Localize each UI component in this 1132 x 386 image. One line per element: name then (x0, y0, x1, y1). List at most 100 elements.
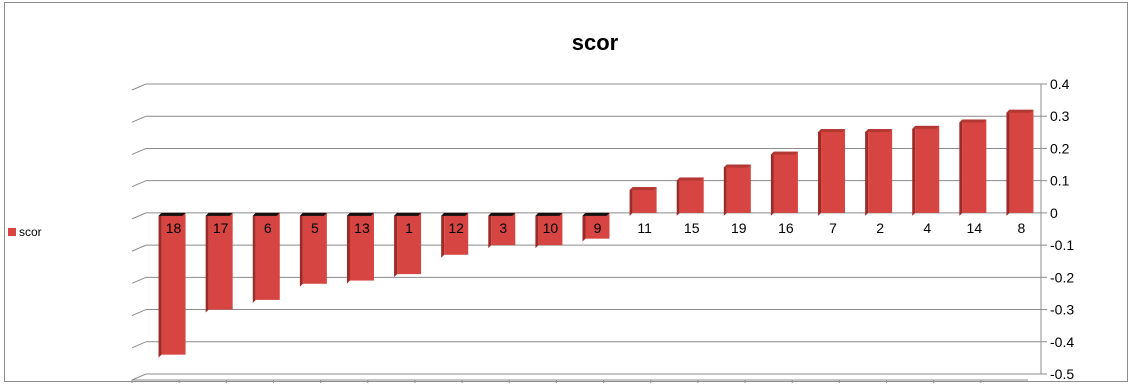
bar (959, 119, 987, 216)
bar (441, 212, 469, 258)
bar-side (959, 119, 963, 216)
bar-side (535, 212, 539, 249)
bar-side (676, 177, 680, 216)
bar-front (773, 151, 798, 213)
bar (346, 212, 374, 284)
bar (158, 212, 186, 358)
bar-front (349, 212, 374, 281)
x-category-label: 2 (876, 220, 884, 236)
x-category-label: 14 (967, 220, 983, 236)
bar-front (491, 212, 516, 246)
x-category-label: 19 (731, 220, 747, 236)
x-category-label: 11 (637, 220, 652, 236)
bar-front (1009, 109, 1034, 213)
bar-top (252, 212, 280, 216)
bar-side (488, 212, 492, 249)
bar-side (629, 187, 633, 216)
bar-front (208, 212, 233, 310)
y-axis: 0.4 0.3 0.2 0.1 0 -0.1 -0.2 -0.3 -0.4 -0.5 (1050, 76, 1074, 382)
gridline-depth (131, 373, 147, 381)
x-category-label: 8 (1018, 220, 1026, 236)
bar-side (158, 212, 162, 358)
bar-side (865, 129, 869, 216)
gridline-depth (131, 147, 147, 155)
gridline-depth (131, 180, 147, 188)
y-tick-label: 0.4 (1050, 76, 1070, 92)
bar-top (959, 119, 987, 123)
bar (535, 212, 563, 249)
bar-top (394, 212, 422, 216)
bar-front (444, 212, 469, 255)
y-tick-label: 0 (1050, 205, 1058, 221)
bar-side (723, 164, 727, 216)
bar-side (205, 212, 209, 313)
bar (1006, 109, 1034, 216)
bar-front (161, 212, 186, 355)
x-category-label: 13 (354, 220, 370, 236)
bar (252, 212, 280, 303)
bar-top (818, 129, 846, 133)
y-tick-label: 0.3 (1050, 108, 1070, 124)
x-category-label: 16 (778, 220, 794, 236)
bar-side (441, 212, 445, 258)
x-category-label: 9 (594, 220, 602, 236)
legend-swatch (8, 228, 16, 236)
bar-side (394, 212, 398, 278)
bar (582, 212, 610, 242)
bar-top (441, 212, 469, 216)
y-tick-label: -0.3 (1050, 302, 1074, 318)
x-category-label: 10 (543, 220, 559, 236)
y-tick-label: -0.4 (1050, 334, 1074, 350)
bar-front (585, 212, 610, 239)
bar-side (912, 125, 916, 216)
x-category-label: 5 (311, 220, 319, 236)
bar-top (865, 129, 893, 133)
bar-top (346, 212, 374, 216)
gridline-depth (131, 115, 147, 123)
bar (770, 151, 798, 216)
bar (723, 164, 751, 216)
bar-front (821, 129, 846, 213)
bar-front (868, 129, 893, 213)
bar-front (915, 125, 940, 213)
bar-front (397, 212, 422, 275)
gridline-depth (131, 276, 147, 284)
bar-top (582, 212, 610, 216)
bar-side (299, 212, 303, 287)
bar (865, 129, 893, 216)
bar-top (535, 212, 563, 216)
bar (818, 129, 846, 216)
bar (205, 212, 233, 313)
bar-top (912, 125, 940, 129)
bar-front (962, 119, 987, 213)
bar-front (726, 164, 751, 213)
gridline-depth (131, 244, 147, 252)
gridline-depth (131, 309, 147, 317)
gridline-depth (131, 212, 147, 220)
bar (912, 125, 940, 216)
x-category-label: 12 (448, 220, 464, 236)
bar-top (676, 177, 704, 181)
bar (299, 212, 327, 287)
bar-top (488, 212, 516, 216)
bar-side (252, 212, 256, 303)
bar-front (632, 187, 657, 213)
bar (629, 187, 657, 216)
y-tick-label: -0.5 (1050, 366, 1074, 382)
bar (676, 177, 704, 216)
bar-side (818, 129, 822, 216)
y-tick-label: -0.2 (1050, 269, 1074, 285)
x-category-label: 3 (499, 220, 507, 236)
bar-side (770, 151, 774, 216)
x-category-label: 17 (213, 220, 229, 236)
bar-top (770, 151, 798, 155)
bar-front (255, 212, 280, 300)
gridline-depth (131, 341, 147, 349)
bar-front (302, 212, 327, 284)
gridline-depth (131, 83, 147, 91)
y-tick-label: -0.1 (1050, 237, 1074, 253)
chart-title: scor (572, 30, 619, 55)
bar-chart: scor 0.4 0.3 0.2 0.1 0 -0.1 -0.2 -0.3 -0.4 -0.5 1… (8, 30, 1074, 383)
bar-top (299, 212, 327, 216)
bar (394, 212, 422, 278)
